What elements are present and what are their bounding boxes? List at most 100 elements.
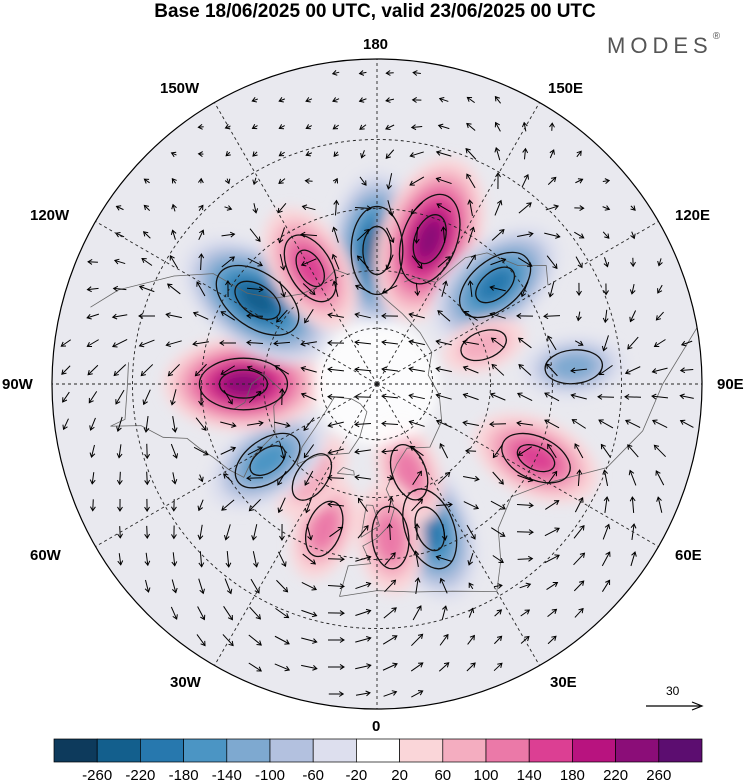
wind-vector (412, 70, 421, 76)
wind-vector (383, 690, 398, 697)
meridian-line (376, 221, 659, 385)
wind-vector (327, 421, 344, 428)
wind-vector (329, 526, 344, 538)
wind-vector (516, 392, 533, 402)
wind-vector (573, 580, 585, 592)
wind-vector (412, 605, 422, 621)
wind-vector (516, 313, 534, 319)
lon-label-30e: 30E (550, 674, 577, 691)
colorbar-tick-label: -100 (255, 767, 285, 783)
wind-vector (327, 583, 345, 590)
wind-vector (545, 500, 560, 510)
wind-vector (138, 339, 155, 348)
colorbar-swatch (572, 738, 616, 763)
wind-vector (544, 419, 560, 429)
wind-vector (598, 419, 614, 429)
wind-vector (439, 443, 449, 459)
wind-vector (440, 226, 447, 244)
wind-vector (144, 471, 151, 486)
wind-vector (680, 340, 693, 347)
wind-vector (198, 229, 205, 241)
wind-vector (576, 282, 582, 297)
wind-vector (277, 470, 287, 486)
wind-vector (219, 340, 237, 346)
wind-vector (679, 419, 694, 428)
wind-vector (192, 340, 209, 347)
colorbar-tick-label: 220 (603, 767, 628, 783)
wind-vector (332, 97, 340, 103)
wind-vector (385, 124, 395, 130)
wind-vector (600, 443, 612, 458)
wind-vector (279, 388, 286, 406)
lon-label-60e: 60E (675, 547, 702, 564)
wind-vector (573, 552, 586, 566)
anomaly-shading (239, 284, 276, 316)
wind-vector (381, 366, 398, 373)
wind-vector (381, 313, 399, 319)
wind-vector (413, 226, 420, 244)
map-disc-border (51, 58, 703, 710)
wind-vector (544, 527, 560, 537)
wind-vector (462, 420, 479, 427)
wind-vector (221, 231, 236, 238)
wind-vector (327, 366, 345, 373)
wind-vector (386, 523, 393, 541)
wind-vector (171, 552, 178, 567)
wind-vector (279, 443, 286, 460)
wind-vector (327, 474, 345, 481)
contour-line (371, 505, 410, 570)
wind-vector (327, 340, 345, 346)
wind-vector (627, 444, 639, 458)
wind-vector (409, 176, 425, 186)
wind-vector (327, 610, 345, 617)
wind-vector (570, 393, 587, 400)
wind-vector (332, 177, 339, 184)
colorbar-tick-label: -260 (82, 767, 112, 783)
wind-vector (546, 470, 558, 485)
wind-vector (360, 150, 366, 159)
wind-vector (60, 339, 72, 347)
wind-vector (331, 70, 340, 76)
colorbar-swatch (658, 738, 703, 763)
meridian-line (376, 383, 659, 547)
wind-vector (327, 393, 345, 400)
wind-vector (413, 550, 420, 567)
wind-vector (575, 311, 582, 322)
wind-vector (463, 501, 480, 510)
wind-vector (225, 550, 232, 568)
wind-vector (408, 366, 425, 373)
contour-line (459, 251, 532, 319)
contour-line (215, 264, 300, 336)
wind-vector (574, 607, 584, 618)
wind-vector (198, 204, 204, 211)
wind-vector (358, 70, 367, 76)
colorbar-swatch (485, 738, 530, 763)
wind-vector (169, 255, 179, 269)
lon-label-150e: 150E (548, 80, 584, 97)
wind-vector (601, 335, 609, 352)
wind-vector (86, 286, 99, 293)
contour-line (412, 214, 447, 265)
wind-vector (518, 202, 532, 214)
wind-vector (170, 151, 177, 158)
wind-vector (300, 258, 317, 267)
wind-vector-field (60, 70, 694, 698)
wind-vector (543, 313, 561, 320)
wind-vector (171, 579, 178, 594)
wind-vector (570, 367, 588, 374)
wind-vector (274, 635, 290, 645)
wind-vector (437, 123, 450, 130)
wind-vector (411, 97, 422, 103)
wind-vector (248, 662, 263, 672)
wind-vector (89, 417, 96, 431)
anomaly-shading (550, 353, 597, 381)
wind-vector (305, 97, 313, 103)
wind-vector (520, 609, 531, 617)
wind-vector (252, 203, 259, 214)
wind-vector (655, 470, 665, 486)
north-pole-marker: · (374, 377, 378, 391)
wind-vector (303, 417, 315, 432)
wind-vector (517, 231, 534, 238)
contour-line (350, 205, 404, 296)
wind-vector (655, 311, 664, 321)
